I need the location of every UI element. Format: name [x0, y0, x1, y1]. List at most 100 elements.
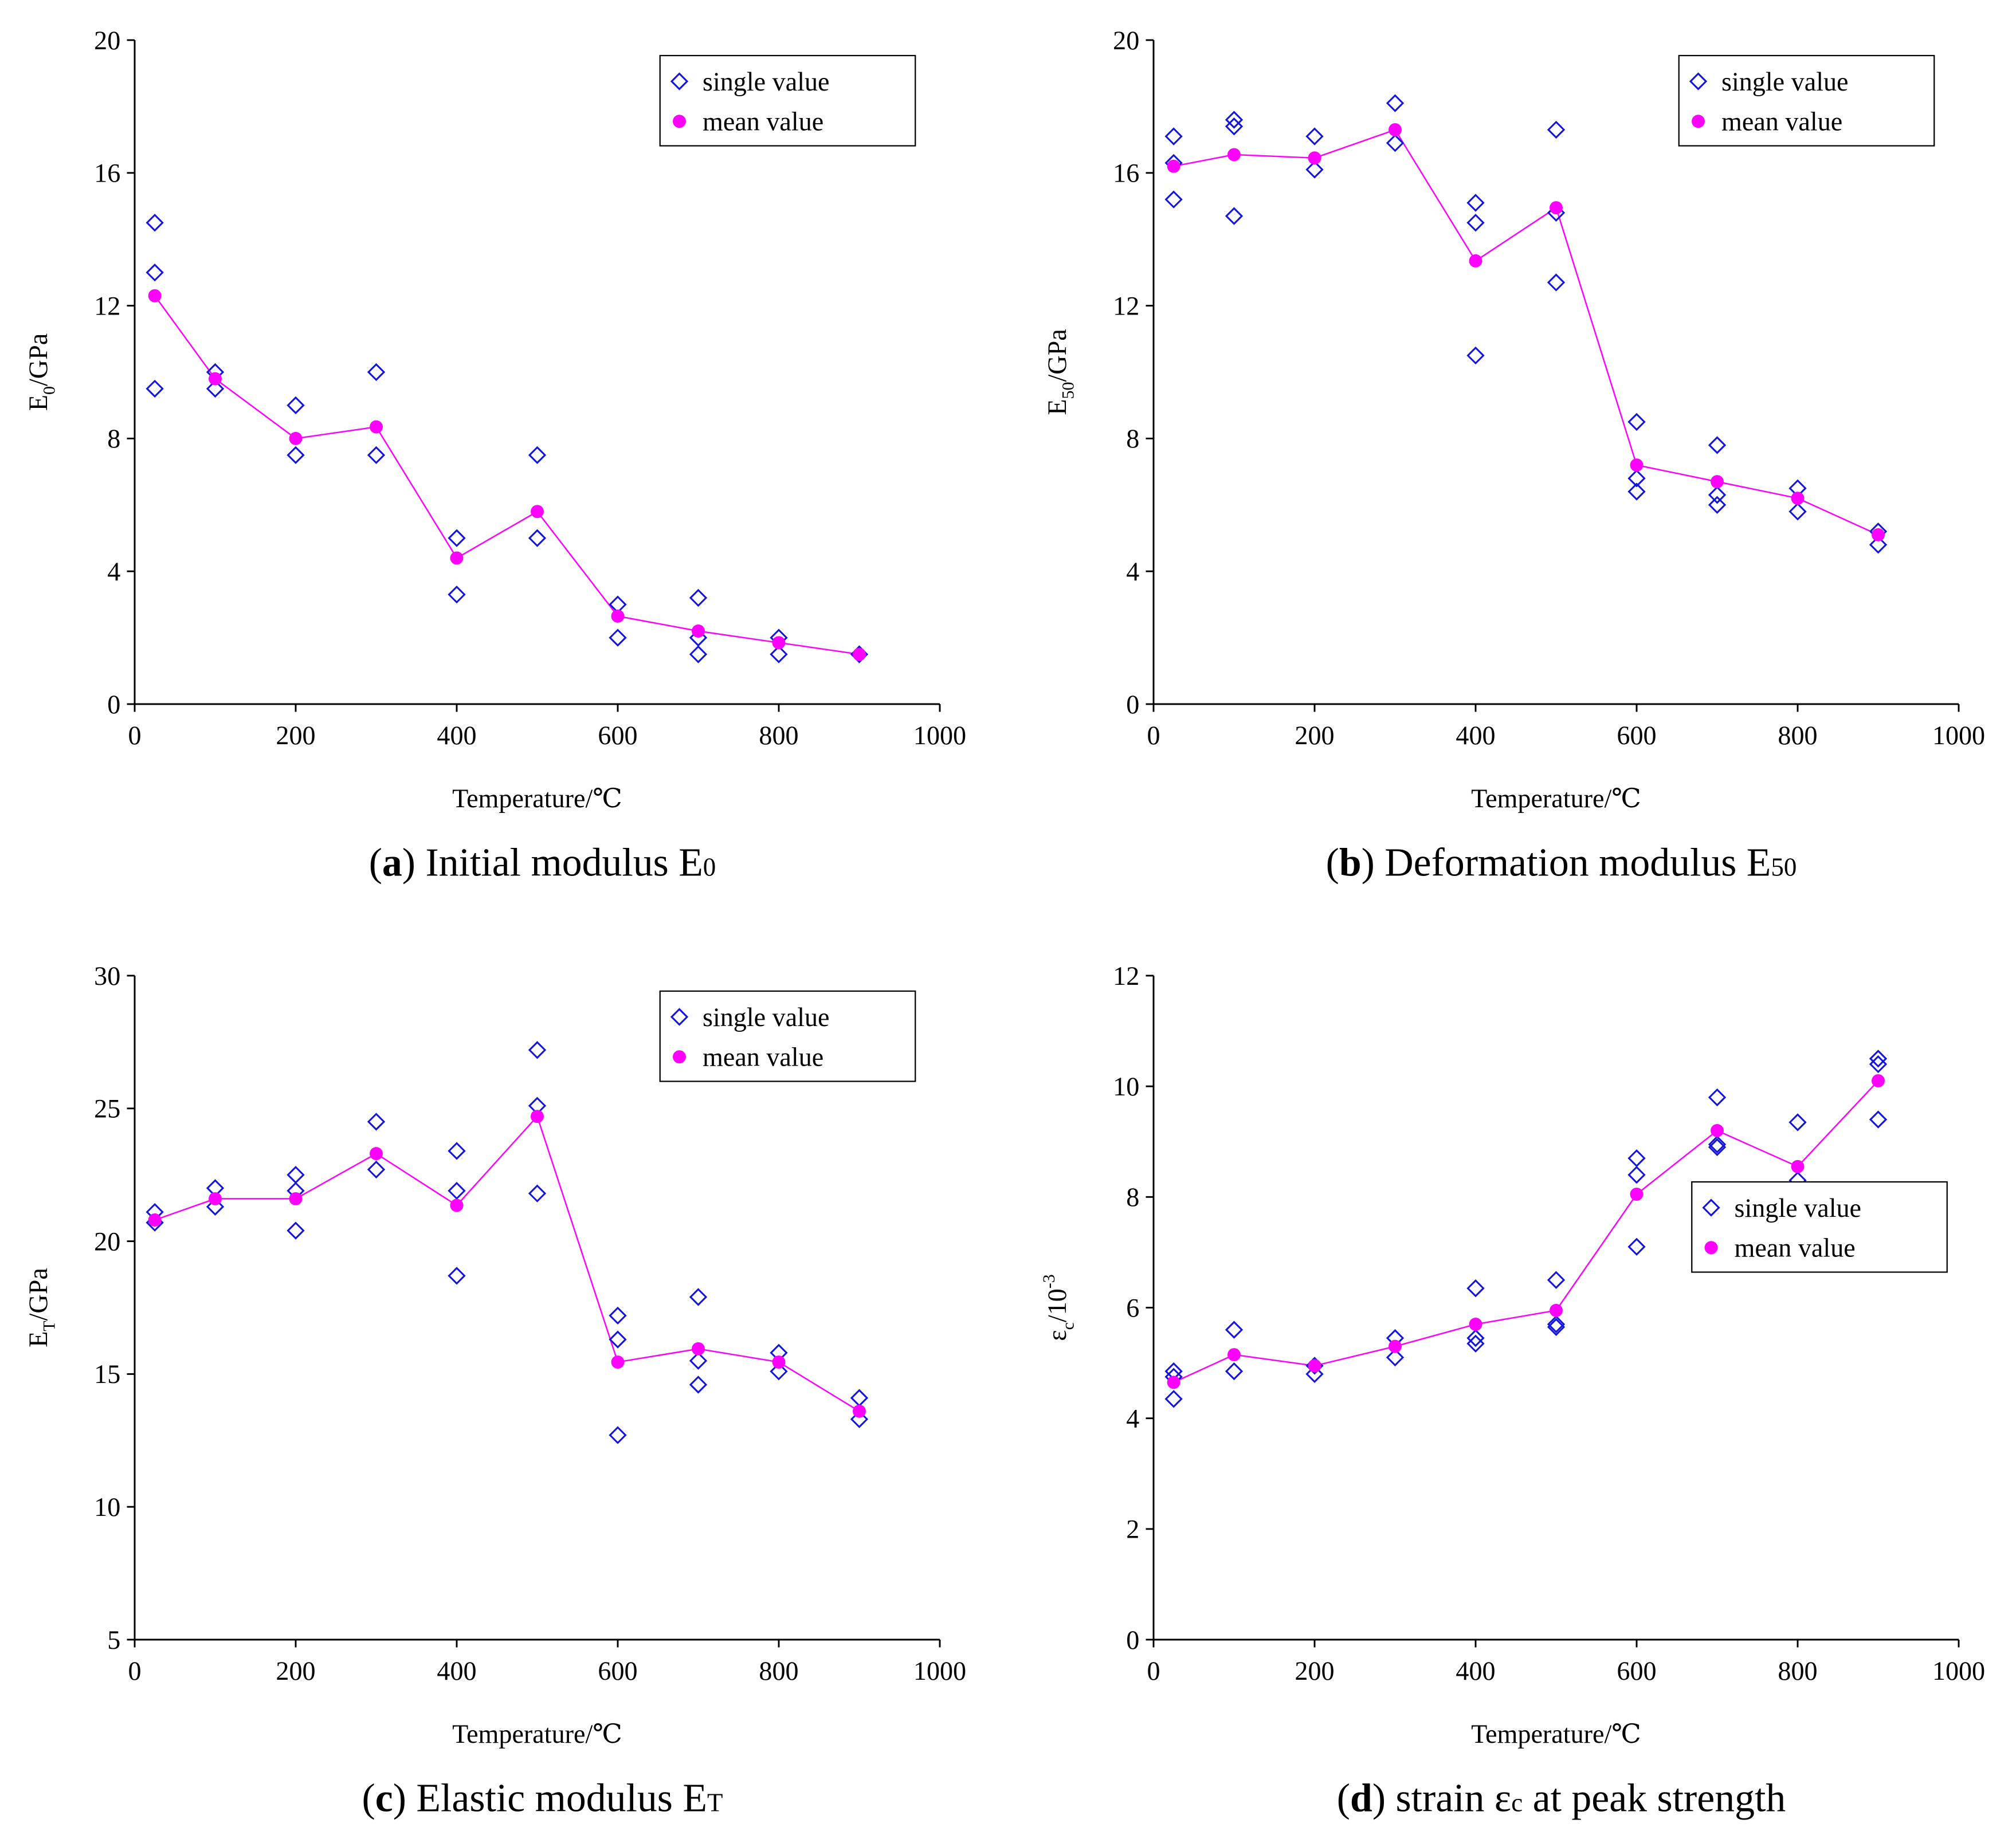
mean-value-point: [1167, 1376, 1180, 1389]
single-value-point: [1164, 127, 1183, 146]
x-tick-label: 200: [1295, 721, 1334, 750]
y-tick-label: 25: [94, 1094, 120, 1123]
y-label-unit: /GPa: [23, 333, 53, 386]
single-value-point: [287, 1221, 305, 1240]
x-axis-label: Temperature/℃: [452, 784, 622, 813]
x-tick-label: 0: [1147, 1656, 1160, 1685]
mean-value-point: [1872, 528, 1885, 541]
mean-value-point: [148, 289, 162, 302]
single-value-point: [206, 1197, 225, 1216]
y-tick-label: 2: [1126, 1515, 1139, 1544]
y-tick-label: 0: [107, 690, 120, 719]
single-value-point: [1547, 1315, 1566, 1334]
single-value-point: [689, 645, 708, 663]
single-value-point: [1869, 1050, 1888, 1068]
single-value-point: [448, 529, 466, 547]
single-value-point: [609, 1426, 627, 1444]
legend-mean-label: mean value: [1721, 107, 1842, 136]
x-tick-label: 400: [437, 721, 476, 750]
y-tick-label: 0: [1126, 1625, 1139, 1655]
x-axis-label: Temperature/℃: [452, 1719, 622, 1748]
single-value-point: [850, 1410, 869, 1428]
caption-letter: c: [375, 1776, 393, 1820]
x-tick-label: 1000: [1932, 1656, 1985, 1685]
legend-mean-marker: [673, 115, 686, 128]
x-tick-label: 400: [437, 1656, 476, 1685]
y-label-main: E: [23, 1331, 53, 1347]
caption-letter: b: [1339, 840, 1362, 885]
y-tick-label: 8: [1126, 424, 1139, 453]
y-axis-label: εc/10-3: [1040, 1274, 1078, 1341]
chart-d: 0 200 400 600 800 1000 0 2 4 6 8 10 12 Temperature/℃ ε…: [1040, 961, 1985, 1821]
y-tick-label: 16: [1113, 159, 1139, 188]
single-value-point: [448, 586, 466, 604]
mean-value-point: [1167, 159, 1180, 173]
y-tick-label: 10: [1113, 1072, 1139, 1101]
single-value-point: [1627, 469, 1646, 488]
y-tick-label: 8: [107, 424, 120, 453]
single-value-point: [1164, 190, 1183, 209]
x-tick-label: 0: [128, 1656, 141, 1685]
mean-value-point: [531, 1110, 544, 1123]
mean-value-point: [1791, 492, 1805, 505]
single-value-point: [1627, 1237, 1646, 1256]
single-value-point: [1386, 1348, 1405, 1367]
mean-value-point: [1389, 123, 1402, 136]
legend-mean-label: mean value: [1735, 1233, 1856, 1263]
y-tick-label: 5: [107, 1625, 120, 1655]
y-tick-label: 20: [1113, 26, 1139, 55]
single-value-point: [1708, 436, 1727, 454]
y-tick-label: 4: [1126, 557, 1139, 586]
single-value-point: [1547, 273, 1566, 292]
y-tick-label: 8: [1126, 1182, 1139, 1212]
caption-suffix: at peak strength: [1523, 1776, 1786, 1820]
single-value-point: [1225, 1321, 1244, 1339]
single-value-point: [206, 379, 225, 398]
mean-value-point: [1711, 1123, 1724, 1137]
single-value-point: [448, 1267, 466, 1285]
legend-mean-marker: [1692, 115, 1705, 128]
caption-letter: a: [382, 840, 402, 885]
mean-value-point: [1550, 201, 1563, 215]
legend-mean-marker: [1704, 1241, 1718, 1255]
mean-value-point: [209, 1192, 222, 1205]
single-value-point: [1788, 502, 1807, 521]
single-value-point: [146, 264, 164, 282]
x-tick-label: 200: [276, 721, 315, 750]
caption-sub: 50: [1771, 852, 1797, 881]
x-tick-label: 800: [1778, 721, 1817, 750]
single-value-point: [1386, 94, 1405, 112]
y-label-sub: 0: [40, 386, 59, 395]
single-value-point: [1627, 1166, 1646, 1184]
single-value-point: [1466, 214, 1485, 232]
single-value-point: [1164, 1390, 1183, 1408]
single-value-point: [1225, 1362, 1244, 1381]
single-value-point: [1547, 120, 1566, 139]
mean-value-point: [209, 372, 222, 386]
x-tick-label: 800: [759, 1656, 798, 1685]
x-tick-label: 600: [1617, 1656, 1656, 1685]
caption-sub: T: [707, 1788, 723, 1817]
panel-caption: (b) Deformation modulus E50: [1326, 840, 1797, 885]
mean-value-point: [370, 1147, 383, 1161]
x-tick-label: 1000: [913, 721, 966, 750]
mean-line: [1173, 1080, 1879, 1384]
y-tick-label: 12: [1113, 291, 1139, 320]
caption-sub: c: [1511, 1788, 1523, 1817]
y-tick-label: 10: [94, 1492, 120, 1522]
single-value-point: [287, 446, 305, 465]
legend-single-label: single value: [1721, 67, 1849, 96]
single-value-point: [1466, 194, 1485, 212]
single-value-point: [1708, 1138, 1727, 1157]
single-value-point: [528, 1184, 547, 1203]
mean-value-point: [289, 1192, 303, 1205]
panel-caption: (a) Initial modulus E0: [369, 840, 716, 885]
chart-c: 0 200 400 600 800 1000 5 10 15 20 25 30 Temperature/…: [23, 961, 966, 1821]
caption-letter: d: [1350, 1776, 1372, 1820]
y-label-main: E: [23, 395, 53, 411]
single-value-point: [689, 1376, 708, 1394]
single-value-point: [1305, 1365, 1324, 1384]
x-axis-label: Temperature/℃: [1471, 1719, 1641, 1748]
single-value-point: [689, 588, 708, 607]
